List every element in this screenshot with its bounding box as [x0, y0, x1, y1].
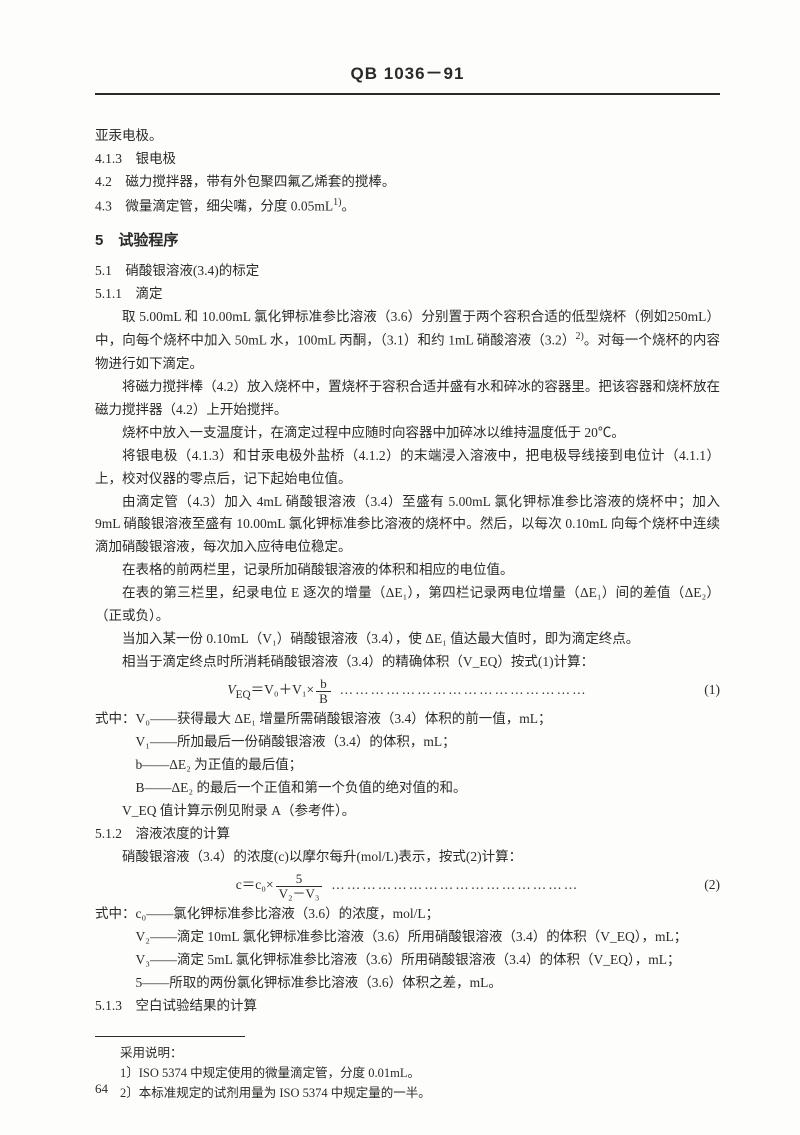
- paragraph-7: 在表的第三栏里，纪录电位 E 逐次的增量（ΔE₁），第四栏记录两电位增量（ΔE₁…: [95, 582, 720, 628]
- def-v2: V₂——滴定 10mL 氯化钾标准参比溶液（3.6）所用硝酸银溶液（3.4）的体…: [136, 926, 721, 949]
- paragraph-1: 取 5.00mL 和 10.00mL 氯化钾标准参比溶液（3.6）分别置于两个容…: [95, 306, 720, 376]
- eq1-dots: …………………………………………: [340, 682, 588, 697]
- item-413: 4.1.3 银电极: [95, 148, 720, 171]
- footnote-2: 2〕本标准规定的试剂用量为 ISO 5374 中规定量的一半。: [95, 1083, 720, 1103]
- def-5: 5——所取的两份氯化钾标准参比溶液（3.6）体积之差，mL。: [136, 972, 721, 995]
- item-43: 4.3 微量滴定管，细尖嘴，分度 0.05mL1)。: [95, 194, 720, 218]
- definitions-block-1: V₁——所加最后一份硝酸银溶液（3.4）的体积，mL； b——ΔE₂ 为正值的最…: [136, 731, 721, 800]
- eq1-fraction: bB: [316, 677, 331, 705]
- paragraph-2: 将磁力搅拌棒（4.2）放入烧杯中，置烧杯于容积合适并盛有水和碎冰的容器里。把该容…: [95, 376, 720, 422]
- item-43-text-a: 4.3 微量滴定管，细尖嘴，分度 0.05mL: [95, 198, 333, 213]
- item-51: 5.1 硝酸银溶液(3.4)的标定: [95, 260, 720, 283]
- eq2-num: 5: [276, 872, 323, 887]
- eq1-V: V: [227, 682, 235, 697]
- definitions-block-2: V₂——滴定 10mL 氯化钾标准参比溶液（3.6）所用硝酸银溶液（3.4）的体…: [136, 926, 721, 995]
- footnote-ref-2: 2): [575, 331, 583, 342]
- def-b: b——ΔE₂ 为正值的最后值；: [136, 754, 721, 777]
- eq1-num: b: [316, 677, 331, 692]
- footnote-separator: [95, 1036, 245, 1037]
- footnotes: 采用说明： 1〕ISO 5374 中规定使用的微量滴定管，分度 0.01mL。 …: [95, 1043, 720, 1103]
- section-5-title: 5 试验程序: [95, 228, 720, 254]
- paragraph-4: 将银电极（4.1.3）和甘汞电极外盐桥（4.1.2）的末端浸入溶液中，把电极导线…: [95, 445, 720, 491]
- eq2-lhs: c＝c₀×: [236, 877, 274, 892]
- equation-2: c＝c₀×5V₂－V₃ ………………………………………… (2): [95, 872, 720, 900]
- eq2-fraction: 5V₂－V₃: [276, 872, 323, 900]
- eq1-number: (1): [704, 679, 720, 702]
- def-veq-note: V_EQ 值计算示例见附录 A（参考件）。: [95, 800, 720, 823]
- eq1-sub: EQ: [236, 689, 251, 701]
- page-header: QB 1036－91: [95, 60, 720, 95]
- def-v1: V₁——所加最后一份硝酸银溶液（3.4）的体积，mL；: [136, 731, 721, 754]
- eq2-den: V₂－V₃: [276, 887, 323, 901]
- paragraph-3: 烧杯中放入一支温度计，在滴定过程中应随时向容器中加碎冰以维持温度低于 20℃。: [95, 422, 720, 445]
- paragraph-10: 硝酸银溶液（3.4）的浓度(c)以摩尔每升(mol/L)表示，按式(2)计算：: [95, 846, 720, 869]
- item-512: 5.1.2 溶液浓度的计算: [95, 823, 720, 846]
- item-513: 5.1.3 空白试验结果的计算: [95, 995, 720, 1018]
- paragraph-5: 由滴定管（4.3）加入 4mL 硝酸银溶液（3.4）至盛有 5.00mL 氯化钾…: [95, 491, 720, 560]
- eq2-dots: …………………………………………: [331, 877, 579, 892]
- document-page: QB 1036－91 亚汞电极。 4.1.3 银电极 4.2 磁力搅拌器，带有外…: [0, 0, 800, 1135]
- paragraph-6: 在表格的前两栏里，记录所加硝酸银溶液的体积和相应的电位值。: [95, 559, 720, 582]
- paragraph-9: 相当于滴定终点时所消耗硝酸银溶液（3.4）的精确体积（V_EQ）按式(1)计算：: [95, 651, 720, 674]
- item-511: 5.1.1 滴定: [95, 283, 720, 306]
- body-line: 亚汞电极。: [95, 125, 720, 148]
- paragraph-8: 当加入某一份 0.10mL（V₁）硝酸银溶液（3.4），使 ΔE₁ 值达最大值时…: [95, 628, 720, 651]
- equation-1: VEQ＝V₀＋V₁×bB ………………………………………… (1): [95, 677, 720, 705]
- footnote-1: 1〕ISO 5374 中规定使用的微量滴定管，分度 0.01mL。: [95, 1063, 720, 1083]
- def-B: B——ΔE₂ 的最后一个正值和第一个负值的绝对值的和。: [136, 777, 721, 800]
- footnote-intro: 采用说明：: [95, 1043, 720, 1063]
- item-43-text-b: 。: [341, 198, 355, 213]
- page-number: 64: [95, 1078, 108, 1100]
- def-v3: V₃——滴定 5mL 氯化钾标准参比溶液（3.6）所用硝酸银溶液（3.4）的体积…: [136, 949, 721, 972]
- eq1-den: B: [316, 692, 331, 706]
- eq2-number: (2): [704, 874, 720, 897]
- item-42: 4.2 磁力搅拌器，带有外包聚四氟乙烯套的搅棒。: [95, 171, 720, 194]
- def-c0: 式中：c₀——氯化钾标准参比溶液（3.6）的浓度，mol/L；: [95, 903, 720, 926]
- def-v0: 式中：V₀——获得最大 ΔE₁ 增量所需硝酸银溶液（3.4）体积的前一值，mL；: [95, 708, 720, 731]
- eq1-body: ＝V₀＋V₁×: [251, 682, 315, 697]
